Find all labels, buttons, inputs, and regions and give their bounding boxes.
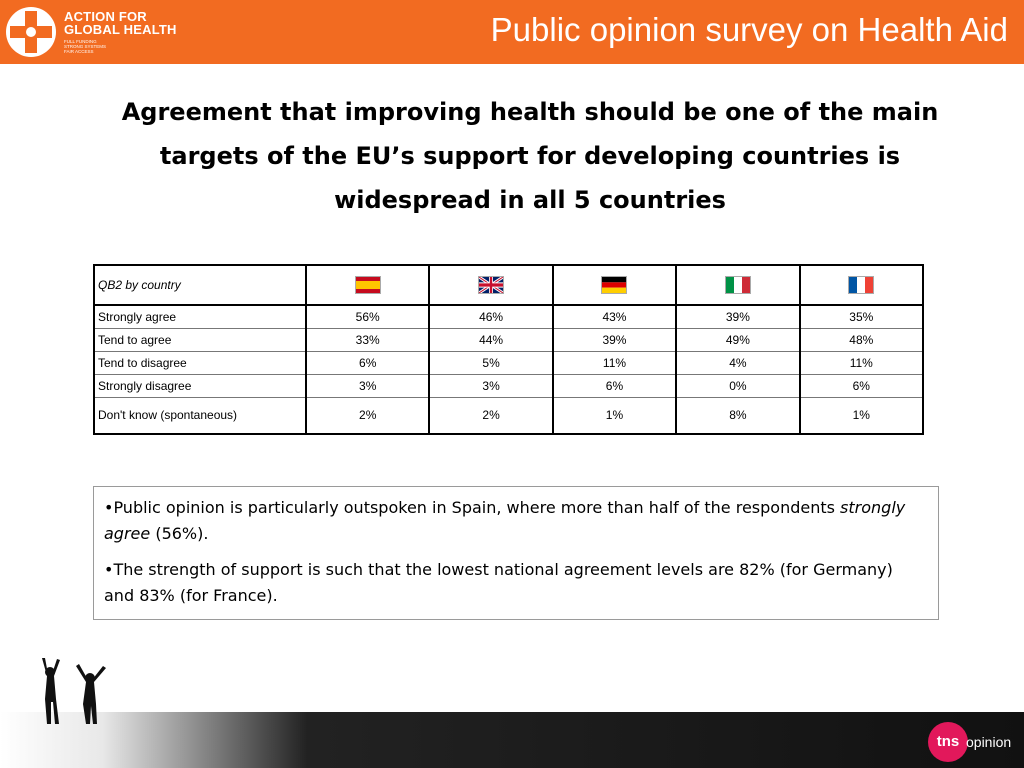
table-header-label: QB2 by country <box>93 264 307 306</box>
tns-badge: tns <box>928 722 968 762</box>
note-bullet-1: •Public opinion is particularly outspoke… <box>104 495 928 547</box>
italy-flag-icon <box>724 276 751 294</box>
spain-flag-icon <box>354 276 381 294</box>
cell-uk: 46% <box>428 304 554 329</box>
cell-germany: 43% <box>551 304 677 329</box>
brand-tagline-1: FULL FUNDING <box>64 39 97 44</box>
cell-germany: 1% <box>551 396 677 435</box>
uk-flag-icon <box>478 276 505 294</box>
cell-france: 35% <box>798 304 924 329</box>
cell-italy: 49% <box>675 327 801 352</box>
germany-flag-icon <box>601 276 628 294</box>
column-spain <box>304 264 430 306</box>
note-1-tail: (56%). <box>150 524 209 543</box>
cell-italy: 0% <box>675 373 801 398</box>
brand-tagline-3: FAIR ACCESS <box>64 49 94 54</box>
cell-uk: 44% <box>428 327 554 352</box>
cell-italy: 8% <box>675 396 801 435</box>
cell-france: 48% <box>798 327 924 352</box>
cell-spain: 33% <box>304 327 430 352</box>
cell-uk: 3% <box>428 373 554 398</box>
row-label: Tend to disagree <box>93 350 307 375</box>
tns-wordmark: opinion <box>966 734 1012 750</box>
brand-wordmark: ACTION FOR GLOBAL HEALTH FULL FUNDING ST… <box>64 10 177 54</box>
headline: Agreement that improving health should b… <box>121 98 939 214</box>
france-flag-icon <box>848 276 875 294</box>
cell-italy: 4% <box>675 350 801 375</box>
cell-spain: 6% <box>304 350 430 375</box>
row-label: Strongly disagree <box>93 373 307 398</box>
column-germany <box>551 264 677 306</box>
cell-france: 1% <box>798 396 924 435</box>
note-1-emphasis: strongly agree <box>104 498 906 543</box>
cell-spain: 2% <box>304 396 430 435</box>
table-row: Don't know (spontaneous) 2% 2% 1% 8% 1% <box>93 396 924 435</box>
brand-line-1: ACTION FOR <box>64 9 147 24</box>
cell-germany: 6% <box>551 373 677 398</box>
cell-uk: 2% <box>428 396 554 435</box>
cell-spain: 3% <box>304 373 430 398</box>
column-italy <box>675 264 801 306</box>
note-bullet-2: •The strength of support is such that th… <box>104 560 893 605</box>
cell-spain: 56% <box>304 304 430 329</box>
footer-band <box>0 712 1024 768</box>
column-uk <box>428 264 554 306</box>
people-silhouettes-icon <box>42 658 106 724</box>
brand-tagline-2: STRONG SYSTEMS <box>64 44 107 49</box>
table-row: Strongly disagree 3% 3% 6% 0% 6% <box>93 373 924 398</box>
cell-uk: 5% <box>428 350 554 375</box>
slide-title: Public opinion survey on Health Aid <box>490 11 1008 48</box>
table-header-row: QB2 by country <box>93 264 924 306</box>
cell-france: 11% <box>798 350 924 375</box>
row-label: Tend to agree <box>93 327 307 352</box>
survey-table: QB2 by country <box>93 264 924 435</box>
table-row: Tend to agree 33% 44% 39% 49% 48% <box>93 327 924 352</box>
cell-italy: 39% <box>675 304 801 329</box>
header-bar: ACTION FOR GLOBAL HEALTH FULL FUNDING ST… <box>0 0 1024 64</box>
notes-box: •Public opinion is particularly outspoke… <box>93 486 939 620</box>
cell-germany: 39% <box>551 327 677 352</box>
cell-germany: 11% <box>551 350 677 375</box>
table-row: Tend to disagree 6% 5% 11% 4% 11% <box>93 350 924 375</box>
brand-line-2: GLOBAL HEALTH <box>64 22 177 37</box>
red-cross-figures-logo <box>4 5 58 59</box>
tns-opinion-logo: tns opinion <box>928 722 1018 762</box>
cell-france: 6% <box>798 373 924 398</box>
row-label: Strongly agree <box>93 304 307 329</box>
row-label: Don't know (spontaneous) <box>93 396 307 435</box>
brand-tagline: FULL FUNDING STRONG SYSTEMS FAIR ACCESS <box>64 39 177 54</box>
column-france <box>798 264 924 306</box>
note-1-text: •Public opinion is particularly outspoke… <box>104 498 841 517</box>
table-row: Strongly agree 56% 46% 43% 39% 35% <box>93 304 924 329</box>
